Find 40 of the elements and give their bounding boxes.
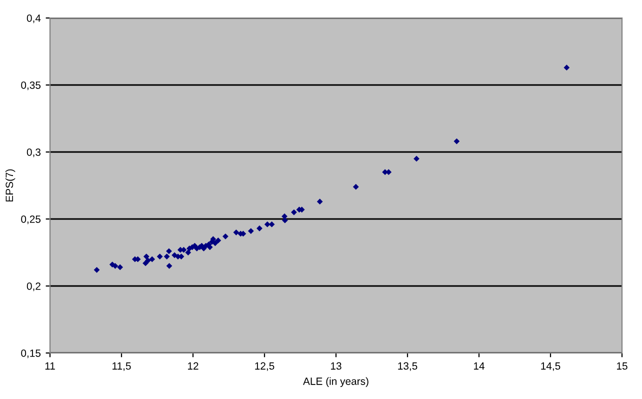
point bbox=[212, 240, 218, 246]
point bbox=[352, 184, 359, 190]
y-tick-label: 0,35 bbox=[21, 82, 41, 90]
point bbox=[94, 266, 100, 273]
point bbox=[156, 254, 163, 260]
x-tick-label: 11,5 bbox=[112, 362, 131, 371]
point bbox=[117, 264, 124, 270]
y-tick-label: 0,2 bbox=[26, 282, 40, 292]
point bbox=[145, 258, 151, 264]
point bbox=[564, 64, 570, 71]
x-tick-label: 15 bbox=[617, 362, 628, 370]
point bbox=[248, 228, 254, 234]
point bbox=[316, 198, 323, 205]
point bbox=[264, 221, 270, 228]
x-tick-label: 12 bbox=[188, 362, 198, 370]
point bbox=[149, 256, 156, 262]
x-tick-label: 11 bbox=[45, 362, 55, 370]
x-tick-label: 12,5 bbox=[255, 362, 274, 371]
point bbox=[414, 156, 420, 162]
point bbox=[256, 225, 262, 232]
point bbox=[185, 250, 192, 256]
y-tick-label: 0,4 bbox=[26, 14, 41, 24]
x-tick-label: 14 bbox=[474, 362, 484, 370]
point bbox=[233, 229, 240, 236]
y-tick-label: 0,15 bbox=[21, 350, 41, 358]
point bbox=[166, 262, 172, 269]
point bbox=[222, 233, 228, 240]
point bbox=[215, 237, 222, 244]
x-tick-label: 13,5 bbox=[398, 362, 418, 371]
x-tick-label: 13 bbox=[331, 362, 342, 370]
point bbox=[291, 209, 297, 216]
point bbox=[454, 138, 460, 144]
y-axis-title: EPS(7) bbox=[5, 169, 16, 202]
x-axis-title: ALE (in years) bbox=[303, 377, 368, 388]
y-tick-label: 0,3 bbox=[26, 148, 41, 158]
point bbox=[164, 254, 170, 260]
y-tick-label: 0,25 bbox=[21, 216, 41, 224]
point bbox=[166, 248, 172, 254]
point bbox=[143, 254, 150, 260]
x-tick-label: 14,5 bbox=[541, 362, 560, 371]
